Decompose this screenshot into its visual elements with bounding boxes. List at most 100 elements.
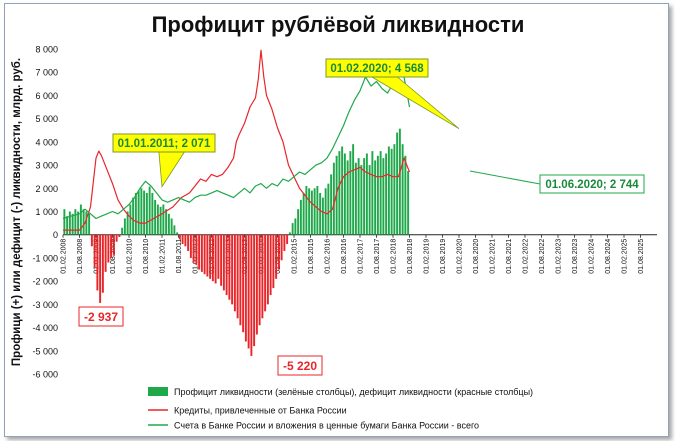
liquidity-bar — [187, 234, 190, 251]
liquidity-bar — [346, 160, 349, 235]
liquidity-bar — [363, 158, 366, 235]
liquidity-bar — [143, 190, 146, 235]
y-tick-label: -3 000 — [32, 300, 58, 310]
legend-label-bars: Профицит ликвидности (зелёные столбцы), … — [174, 387, 533, 397]
liquidity-bar — [360, 165, 363, 235]
y-tick-label: 1 000 — [35, 207, 58, 217]
liquidity-bar — [90, 234, 93, 247]
callout-pointer — [469, 170, 541, 185]
liquidity-bar — [104, 234, 107, 272]
liquidity-bar — [393, 144, 396, 235]
liquidity-bar — [305, 185, 308, 235]
liquidity-bar — [173, 225, 176, 235]
annotation-callout: -2 937 — [78, 306, 124, 327]
liquidity-bar — [101, 234, 104, 293]
annotation-callout: 01.06.2020; 2 744 — [469, 170, 645, 194]
callout-text: 01.06.2020; 2 744 — [545, 179, 639, 191]
x-tick-label: 01.08.2025 — [638, 239, 645, 274]
liquidity-bar — [299, 199, 302, 235]
liquidity-bar — [96, 234, 99, 291]
liquidity-bar — [184, 234, 187, 247]
liquidity-bar — [159, 206, 162, 235]
y-tick-label: 7 000 — [35, 68, 58, 78]
x-tick-label: 01.02.2010 — [127, 239, 134, 274]
liquidity-bar — [258, 234, 261, 326]
liquidity-bar — [354, 162, 357, 235]
liquidity-bar — [294, 218, 297, 235]
liquidity-bar — [269, 234, 272, 296]
x-tick-label: 01.02.2025 — [622, 239, 629, 274]
callout-text: 01.01.2011; 2 071 — [118, 138, 211, 150]
annotation-callout: -5 220 — [277, 355, 323, 376]
annotation-callout: 01.02.2020; 4 568 — [325, 58, 460, 130]
liquidity-bar — [244, 234, 247, 342]
x-tick-label: 01.08.2018 — [407, 239, 414, 274]
liquidity-bar — [165, 209, 168, 235]
liquidity-bar — [338, 151, 341, 235]
liquidity-bar — [385, 153, 388, 235]
x-tick-label: 01.02.2008 — [61, 239, 68, 274]
x-tick-label: 01.02.2018 — [391, 239, 398, 274]
liquidity-bar — [404, 155, 407, 235]
liquidity-bar — [77, 211, 80, 235]
liquidity-bar — [376, 155, 379, 235]
liquidity-bar — [280, 234, 283, 261]
y-tick-label: 0 — [53, 230, 58, 240]
annotation-callout: 01.01.2011; 2 071 — [112, 133, 216, 188]
liquidity-bar — [253, 234, 256, 347]
liquidity-bar — [261, 234, 264, 319]
liquidity-bar — [401, 144, 404, 235]
liquidity-bar — [151, 192, 154, 235]
x-tick-label: 01.02.2015 — [292, 239, 299, 274]
liquidity-bar — [313, 188, 316, 235]
x-tick-label: 01.08.2017 — [374, 239, 381, 274]
liquidity-bar — [107, 234, 110, 263]
y-tick-label: 6 000 — [35, 91, 58, 101]
y-tick-label: -4 000 — [32, 323, 58, 333]
callout-box — [112, 133, 216, 153]
x-tick-label: 01.02.2019 — [424, 239, 431, 274]
callout-box — [539, 174, 645, 194]
liquidity-bar — [121, 227, 124, 235]
liquidity-bar — [407, 171, 410, 235]
x-tick-label: 01.02.2020 — [457, 239, 464, 274]
liquidity-bar — [332, 162, 335, 235]
liquidity-bar — [211, 234, 214, 282]
liquidity-bar — [156, 204, 159, 235]
liquidity-bar — [181, 234, 184, 244]
liquidity-bar — [63, 209, 66, 235]
liquidity-bar — [291, 223, 294, 235]
x-axis: 01.02.200801.08.200801.02.200901.08.2009… — [61, 234, 645, 274]
liquidity-bar — [379, 151, 382, 235]
y-tick-label: 5 000 — [35, 114, 58, 124]
liquidity-bar — [220, 234, 223, 286]
liquidity-bar — [189, 234, 192, 258]
x-tick-label: 01.02.2016 — [325, 239, 332, 274]
liquidity-bar — [209, 234, 212, 279]
legend-swatch-bars — [148, 387, 168, 396]
liquidity-bar — [206, 234, 209, 277]
liquidity-bar — [236, 234, 239, 319]
x-tick-label: 01.08.2022 — [539, 239, 546, 274]
liquidity-bar — [310, 190, 313, 235]
callout-box — [78, 306, 124, 327]
liquidity-bar — [390, 148, 393, 235]
liquidity-bar — [349, 151, 352, 235]
x-tick-label: 01.08.2009 — [110, 239, 117, 274]
liquidity-bar — [203, 234, 206, 275]
chart-title: Профицит рублёвой ликвидности — [152, 12, 525, 37]
liquidity-bar — [68, 211, 71, 235]
y-tick-label: 3 000 — [35, 161, 58, 171]
liquidity-bar — [288, 232, 291, 235]
liquidity-bar — [266, 234, 269, 305]
cbr-loans-line — [63, 49, 411, 231]
legend-label-line: Счета в Банке России и вложения в ценные… — [174, 421, 479, 431]
liquidity-bar — [374, 160, 377, 235]
liquidity-bar — [192, 234, 195, 263]
x-tick-label: 01.08.2010 — [143, 239, 150, 274]
liquidity-bar — [396, 132, 399, 235]
x-tick-label: 01.08.2020 — [473, 239, 480, 274]
liquidity-bar — [79, 204, 82, 235]
y-tick-label: 8 000 — [35, 45, 58, 55]
